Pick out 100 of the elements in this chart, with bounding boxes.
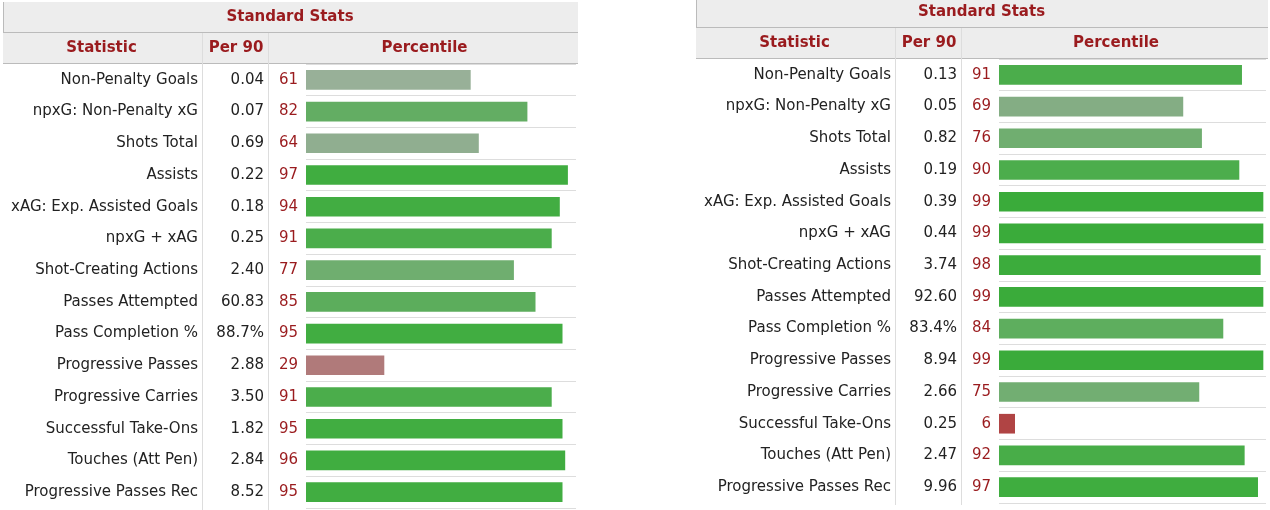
bar (999, 445, 1245, 466)
y-tick-label: Progressive Carries (53, 386, 199, 405)
y-tick-label: Successful Take-Ons (738, 413, 892, 432)
data-label: 61 (278, 69, 298, 88)
data-label: 77 (278, 260, 298, 279)
data-label: 97 (971, 477, 991, 496)
data-label: 94 (278, 196, 298, 215)
text: 60.83 (221, 291, 264, 310)
text: 1.82 (230, 418, 264, 437)
y-tick-label: npxG: Non-Penalty xG (32, 101, 198, 120)
data-label: 99 (971, 191, 991, 210)
bar (306, 482, 563, 502)
y-tick-label: Passes Attempted (63, 291, 198, 310)
bar (999, 96, 1184, 117)
y-tick-label: Assists (839, 159, 892, 178)
y-tick-label: Passes Attempted (756, 286, 891, 305)
data-label: 97 (278, 164, 298, 183)
chart-title: Standard Stats (226, 6, 354, 25)
text: Per 90 (901, 32, 957, 51)
text: Per 90 (208, 37, 264, 56)
y-tick-label: Progressive Passes Rec (24, 482, 198, 501)
y-axis-title: Statistic (66, 37, 137, 56)
text: 88.7% (216, 323, 264, 342)
text: 0.44 (923, 223, 957, 242)
y-tick-label: Pass Completion % (748, 318, 891, 337)
y-tick-label: xAG: Exp. Assisted Goals (11, 196, 199, 215)
bar (306, 450, 566, 471)
data-label: 96 (278, 450, 298, 469)
y-tick-label: Touches (Att Pen) (66, 450, 198, 469)
y-tick-label: xAG: Exp. Assisted Goals (704, 191, 892, 210)
text: 2.40 (230, 260, 264, 279)
data-label: 95 (278, 418, 298, 437)
text: 8.94 (923, 350, 957, 369)
bar (999, 477, 1258, 497)
text: 0.22 (230, 164, 264, 183)
text: 83.4% (909, 318, 957, 337)
bar (306, 418, 563, 439)
bar (306, 70, 471, 90)
text: 9.96 (923, 477, 957, 496)
data-label: 95 (278, 482, 298, 501)
bar (306, 323, 563, 344)
text: 2.84 (230, 450, 264, 469)
bar (999, 223, 1264, 244)
bar (999, 191, 1264, 212)
bar (306, 165, 568, 185)
text: 8.52 (230, 482, 264, 501)
bar (999, 382, 1200, 402)
bar (999, 255, 1261, 275)
data-label: 95 (278, 323, 298, 342)
data-label: 99 (971, 350, 991, 369)
text: 0.07 (230, 101, 264, 120)
data-label: 99 (971, 223, 991, 242)
y-tick-label: Touches (Att Pen) (759, 445, 891, 464)
y-tick-label: Successful Take-Ons (45, 418, 199, 437)
text: 0.19 (923, 159, 957, 178)
data-label: 6 (981, 413, 991, 432)
bar (306, 260, 514, 280)
y-tick-label: npxG: Non-Penalty xG (725, 96, 891, 115)
text: 0.05 (923, 96, 957, 115)
bar (306, 355, 385, 376)
text: 0.18 (230, 196, 264, 215)
bar (306, 101, 528, 122)
text: 0.13 (923, 64, 957, 83)
data-label: 99 (971, 286, 991, 305)
data-label: 75 (971, 381, 991, 400)
y-tick-label: Progressive Passes (749, 350, 892, 369)
data-label: 98 (971, 255, 991, 274)
data-label: 76 (971, 128, 991, 147)
bar (306, 196, 560, 217)
y-tick-label: Shot-Creating Actions (35, 260, 199, 279)
data-label: 84 (971, 318, 991, 337)
y-tick-label: npxG + xAG (798, 223, 891, 242)
text: 0.25 (230, 228, 264, 247)
data-label: 29 (278, 355, 298, 374)
bar (999, 287, 1264, 307)
text: 0.39 (923, 191, 957, 210)
y-tick-label: Non-Penalty Goals (60, 69, 199, 88)
text: 3.50 (230, 386, 264, 405)
text: 2.88 (230, 355, 264, 374)
bar (999, 128, 1202, 149)
text: 3.74 (923, 255, 957, 274)
x-axis-title: Percentile (381, 37, 468, 56)
y-tick-label: Shot-Creating Actions (728, 255, 892, 274)
text: 2.47 (923, 445, 957, 464)
y-tick-label: Shots Total (116, 133, 198, 152)
bar (999, 413, 1016, 434)
y-tick-label: Non-Penalty Goals (753, 64, 892, 83)
bar (999, 350, 1264, 371)
y-tick-label: Progressive Passes (56, 355, 199, 374)
y-tick-label: npxG + xAG (105, 228, 198, 247)
text: 0.04 (230, 69, 264, 88)
bar (306, 228, 552, 249)
text: 0.25 (923, 413, 957, 432)
y-tick-label: Assists (146, 164, 199, 183)
x-axis-title: Percentile (1073, 32, 1159, 51)
text: 92.60 (914, 286, 957, 305)
bar (306, 387, 552, 407)
text: 0.82 (923, 128, 957, 147)
data-label: 92 (971, 445, 991, 464)
bar (306, 133, 479, 154)
